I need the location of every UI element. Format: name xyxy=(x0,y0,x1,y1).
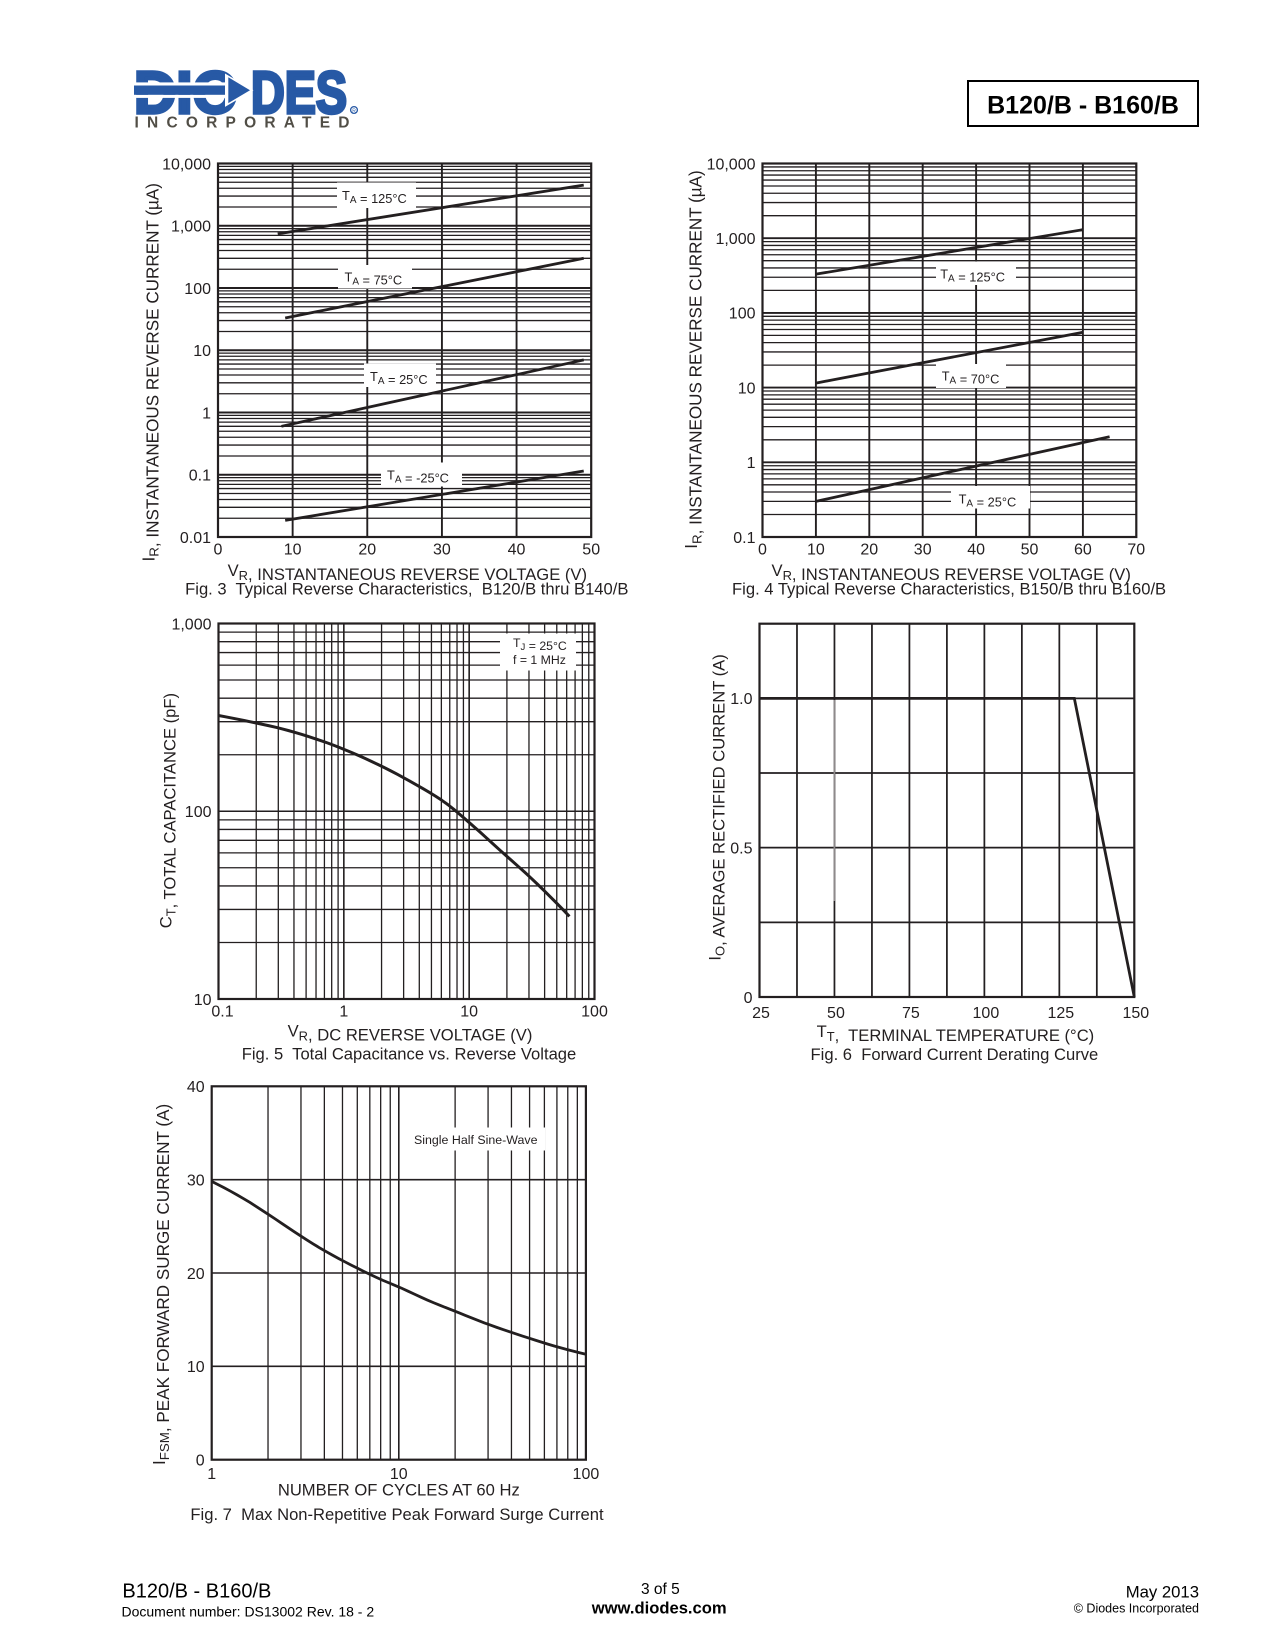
svg-text:IO, AVERAGE RECTIFIED CURRENT: IO, AVERAGE RECTIFIED CURRENT (A) xyxy=(706,654,729,960)
svg-text:10,000: 10,000 xyxy=(707,156,756,173)
svg-text:0.5: 0.5 xyxy=(730,840,752,857)
svg-text:f = 1 MHz: f = 1 MHz xyxy=(513,653,566,667)
svg-text:IR, INSTANTANEOUS REVERSE CURR: IR, INSTANTANEOUS REVERSE CURRENT (µA) xyxy=(682,170,705,549)
svg-text:0.1: 0.1 xyxy=(189,468,211,485)
svg-text:Fig. 5 Total Capacitance vs.: Fig. 5 Total Capacitance vs. Reverse Vol… xyxy=(242,1044,577,1063)
svg-text:10: 10 xyxy=(193,343,211,360)
svg-text:1,000: 1,000 xyxy=(171,219,211,236)
svg-text:TA = 25°C: TA = 25°C xyxy=(959,492,1017,510)
svg-text:100: 100 xyxy=(581,1004,608,1021)
svg-text:40: 40 xyxy=(508,542,526,559)
svg-text:Fig. 3 Typical Reverse Charac: Fig. 3 Typical Reverse Characteristics, … xyxy=(185,580,628,599)
svg-text:0: 0 xyxy=(196,1453,205,1470)
svg-text:30: 30 xyxy=(187,1172,205,1189)
svg-text:VR, DC REVERSE VOLTAGE (V): VR, DC REVERSE VOLTAGE (V) xyxy=(288,1022,533,1045)
svg-text:125: 125 xyxy=(1047,1005,1074,1022)
svg-text:1: 1 xyxy=(202,405,211,422)
svg-text:30: 30 xyxy=(433,542,451,559)
svg-text:VR, INSTANTANEOUS REVERSE VOLT: VR, INSTANTANEOUS REVERSE VOLTAGE (V) xyxy=(771,561,1130,584)
svg-text:10: 10 xyxy=(738,380,756,397)
svg-text:50: 50 xyxy=(582,542,600,559)
svg-text:TA = 75°C: TA = 75°C xyxy=(345,269,403,287)
svg-text:50: 50 xyxy=(827,1005,845,1022)
svg-text:40: 40 xyxy=(187,1079,205,1096)
svg-text:CT, TOTAL CAPACITANCE (pF): CT, TOTAL CAPACITANCE (pF) xyxy=(157,693,180,928)
svg-text:TA = 70°C: TA = 70°C xyxy=(942,369,1000,387)
svg-text:Fig. 4 Typical Reverse Charact: Fig. 4 Typical Reverse Characteristics, … xyxy=(732,580,1166,599)
svg-text:10: 10 xyxy=(460,1004,478,1021)
svg-text:1: 1 xyxy=(207,1466,216,1483)
svg-text:10: 10 xyxy=(807,542,825,559)
svg-text:20: 20 xyxy=(187,1266,205,1283)
svg-text:10: 10 xyxy=(284,542,302,559)
svg-text:© Diodes Incorporated: © Diodes Incorporated xyxy=(1074,1602,1199,1616)
svg-text:Single Half Sine-Wave: Single Half Sine-Wave xyxy=(414,1133,538,1147)
svg-text:0: 0 xyxy=(758,542,767,559)
svg-text:10,000: 10,000 xyxy=(162,156,211,173)
svg-text:100: 100 xyxy=(573,1466,600,1483)
svg-text:100: 100 xyxy=(184,281,211,298)
svg-text:1,000: 1,000 xyxy=(171,616,211,633)
svg-text:1: 1 xyxy=(339,1004,348,1021)
svg-text:TJ = 25°C: TJ = 25°C xyxy=(513,636,567,653)
svg-text:20: 20 xyxy=(860,542,878,559)
svg-text:1: 1 xyxy=(747,455,756,472)
svg-text:IR, INSTANTANEOUS REVERSE CURR: IR, INSTANTANEOUS REVERSE CURRENT (µA) xyxy=(140,183,163,561)
svg-text:TA = 125°C: TA = 125°C xyxy=(940,267,1005,285)
svg-text:150: 150 xyxy=(1122,1005,1149,1022)
svg-text:IFSM, PEAK FORWARD SURGE CURRE: IFSM, PEAK FORWARD SURGE CURRENT (A) xyxy=(150,1104,173,1465)
svg-text:Document number: DS13002 Rev.: Document number: DS13002 Rev. 18 - 2 xyxy=(122,1604,375,1620)
svg-text:75: 75 xyxy=(902,1005,920,1022)
svg-text:1,000: 1,000 xyxy=(715,231,755,248)
svg-text:100: 100 xyxy=(185,804,212,821)
svg-text:60: 60 xyxy=(1074,542,1092,559)
svg-text:B120/B - B160/B: B120/B - B160/B xyxy=(122,1581,271,1603)
svg-text:TA = 25°C: TA = 25°C xyxy=(370,369,428,387)
svg-text:Fig. 7 Max Non-Repetitive Pea: Fig. 7 Max Non-Repetitive Peak Forward S… xyxy=(190,1505,604,1524)
svg-text:TA = 125°C: TA = 125°C xyxy=(342,188,407,206)
svg-text:10: 10 xyxy=(390,1466,408,1483)
svg-text:70: 70 xyxy=(1127,542,1145,559)
svg-text:30: 30 xyxy=(914,542,932,559)
svg-text:100: 100 xyxy=(973,1005,1000,1022)
svg-text:0.1: 0.1 xyxy=(211,1004,233,1021)
svg-text:TA = -25°C: TA = -25°C xyxy=(387,468,449,486)
svg-text:NUMBER OF CYCLES AT 60 Hz: NUMBER OF CYCLES AT 60 Hz xyxy=(278,1481,520,1500)
svg-text:10: 10 xyxy=(187,1359,205,1376)
svg-text:1.0: 1.0 xyxy=(730,691,752,708)
svg-text:25: 25 xyxy=(752,1005,770,1022)
svg-text:0: 0 xyxy=(214,542,223,559)
svg-text:B120/B - B160/B: B120/B - B160/B xyxy=(987,92,1179,120)
svg-text:VR, INSTANTANEOUS REVERSE VOLT: VR, INSTANTANEOUS REVERSE VOLTAGE (V) xyxy=(228,561,587,584)
svg-text:100: 100 xyxy=(729,306,756,323)
svg-text:0.1: 0.1 xyxy=(733,530,755,547)
svg-text:3 of 5: 3 of 5 xyxy=(641,1581,680,1598)
svg-text:40: 40 xyxy=(967,542,985,559)
svg-text:0: 0 xyxy=(744,990,753,1007)
svg-text:May 2013: May 2013 xyxy=(1126,1583,1199,1602)
svg-text:www.diodes.com: www.diodes.com xyxy=(591,1598,727,1617)
svg-text:10: 10 xyxy=(194,992,212,1009)
svg-text:DES: DES xyxy=(251,60,347,126)
svg-text:TT, TERMINAL TEMPERATURE (°C): TT, TERMINAL TEMPERATURE (°C) xyxy=(817,1022,1095,1045)
svg-text:0.01: 0.01 xyxy=(180,530,211,547)
svg-text:20: 20 xyxy=(358,542,376,559)
svg-text:Fig. 6 Forward Current Derati: Fig. 6 Forward Current Derating Curve xyxy=(811,1045,1099,1064)
svg-text:50: 50 xyxy=(1021,542,1039,559)
svg-text:R: R xyxy=(352,108,356,114)
